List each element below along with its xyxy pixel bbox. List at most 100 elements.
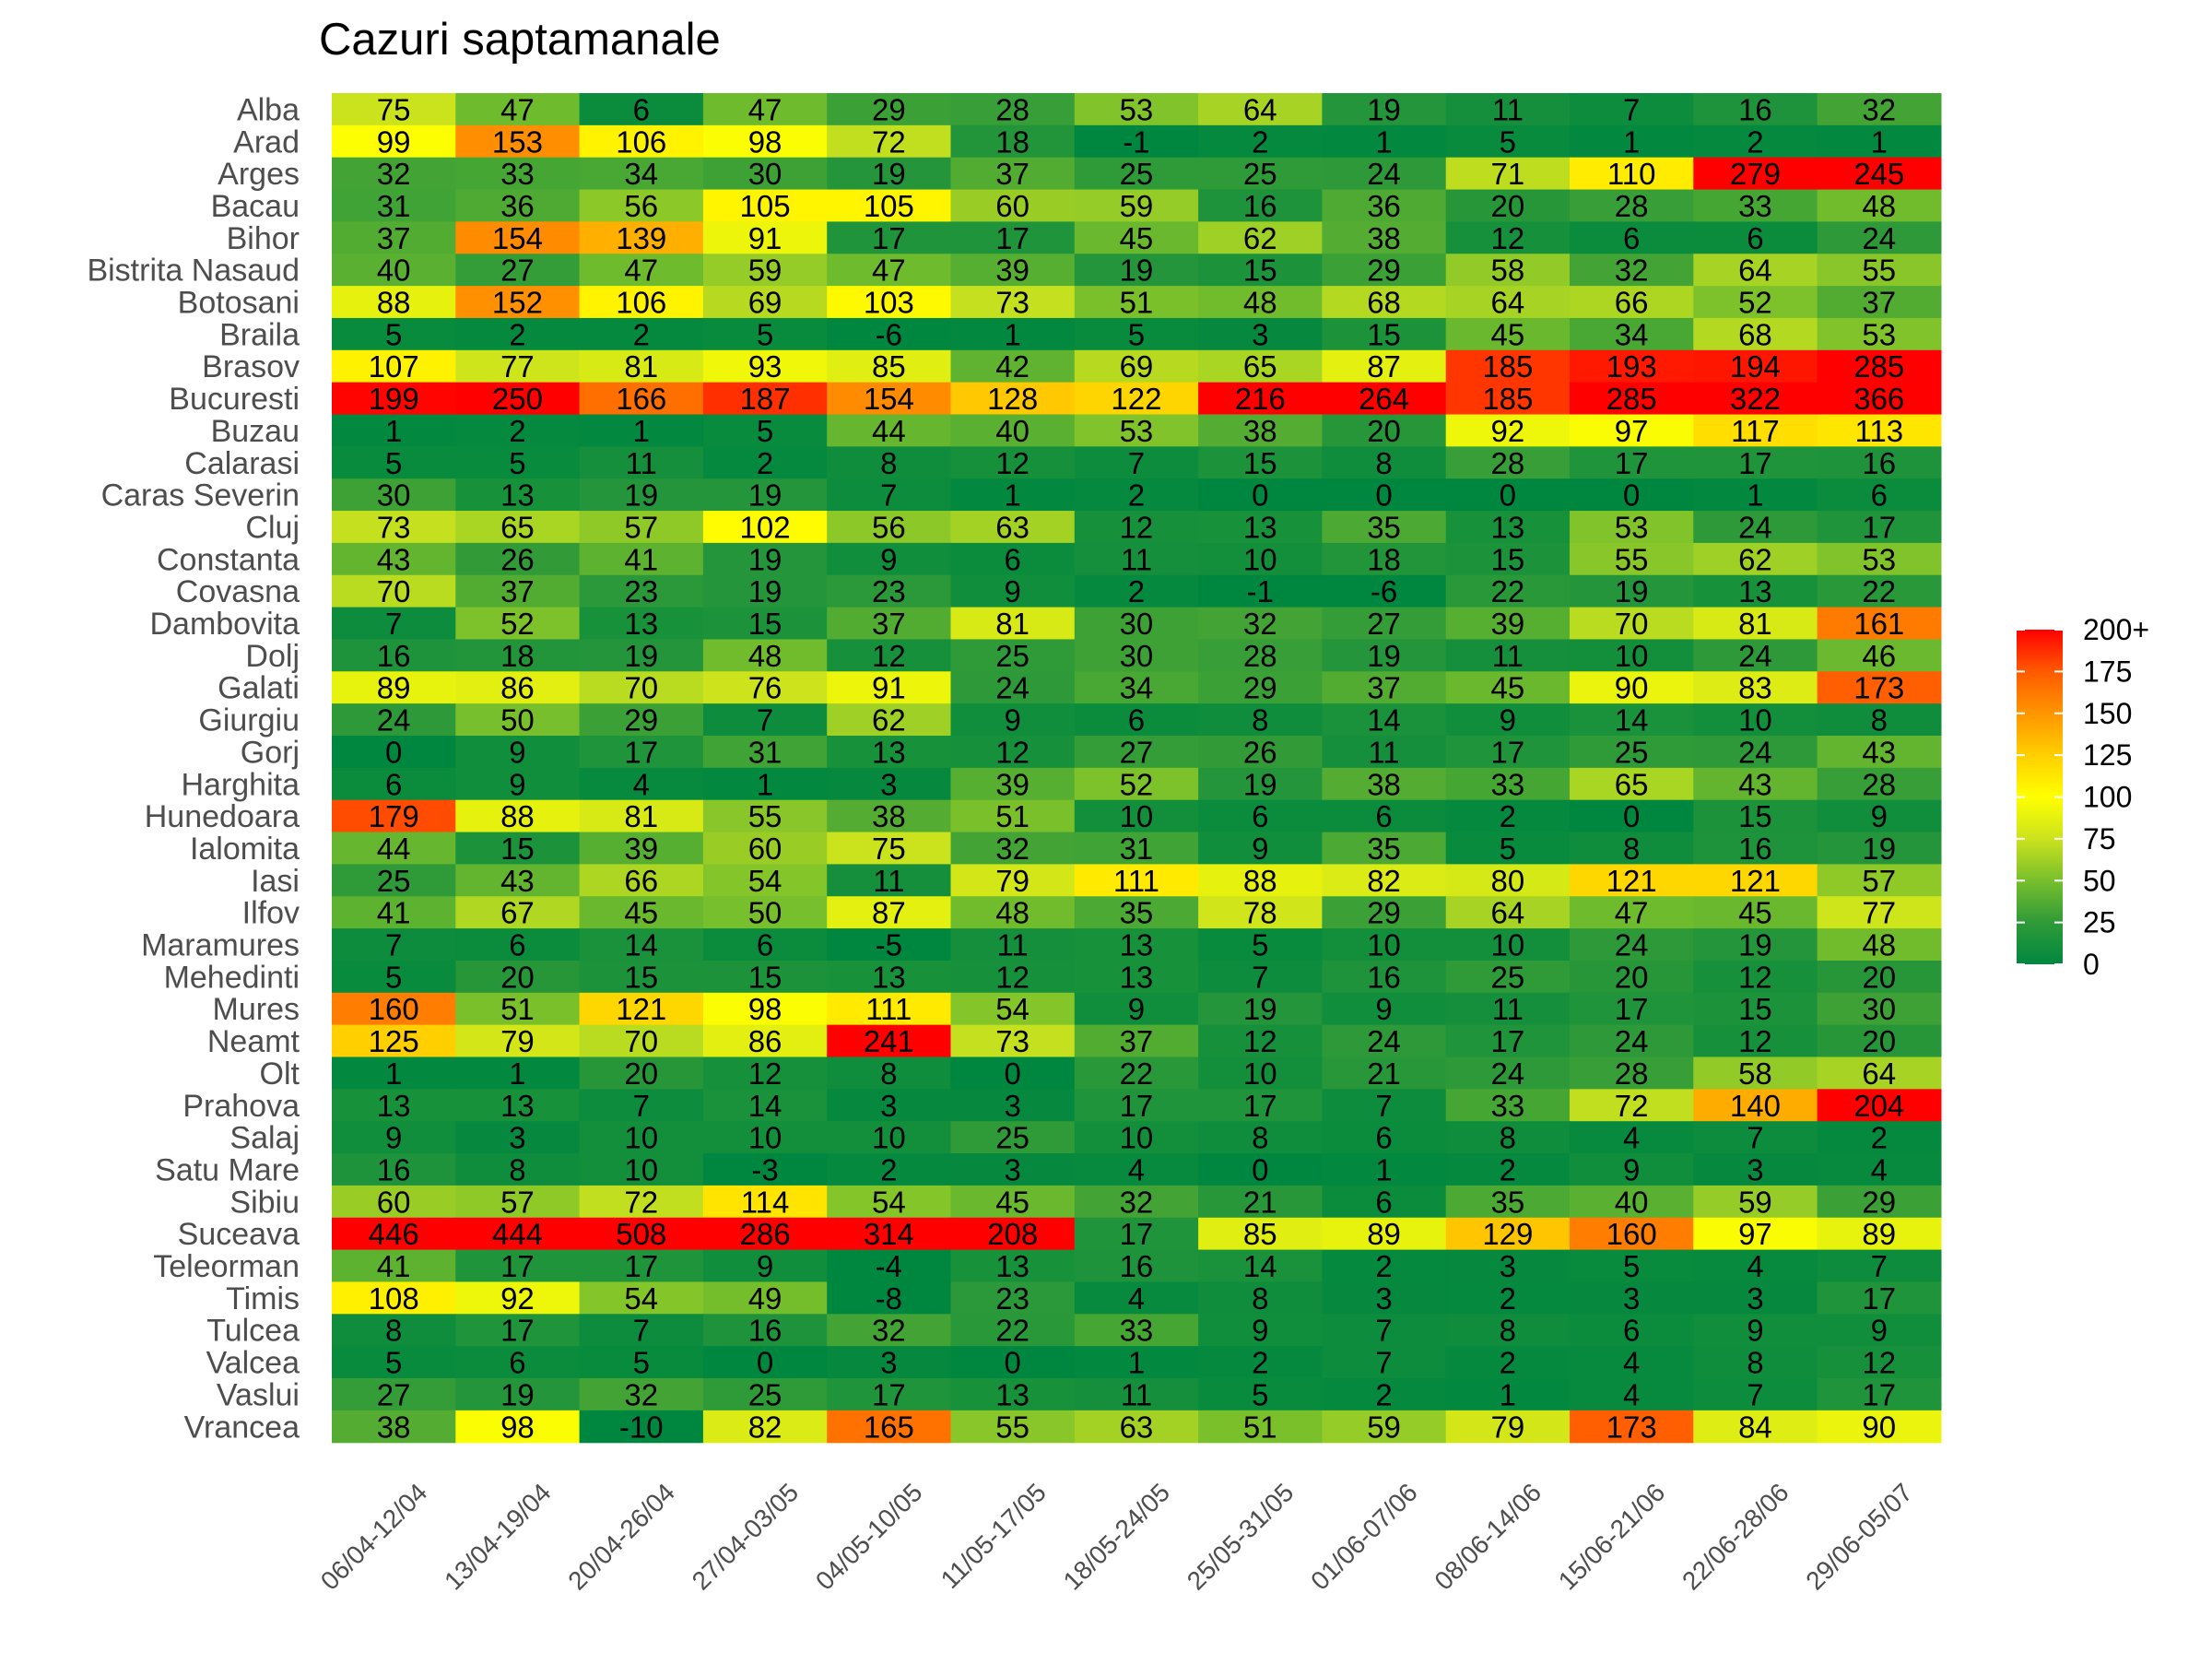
- cell-value-label: 17: [1490, 1024, 1524, 1058]
- heatmap-cell: [455, 1089, 581, 1122]
- cell-value-label: 27: [377, 1377, 411, 1411]
- cell-value-label: 11: [1492, 992, 1524, 1026]
- heatmap-cell: [827, 896, 952, 929]
- cell-value-label: 63: [995, 510, 1030, 544]
- y-tick-label: Calarasi: [184, 446, 300, 481]
- cell-value-label: 27: [1367, 607, 1401, 641]
- heatmap-cell: [827, 1217, 952, 1251]
- heatmap-cell: [702, 1121, 828, 1154]
- heatmap-cell: [1074, 1089, 1199, 1122]
- cell-value-label: 33: [500, 157, 535, 191]
- cell-value-label: 59: [1738, 1185, 1772, 1219]
- heatmap-cell: [1198, 478, 1323, 512]
- heatmap-cell: [1693, 1410, 1818, 1444]
- heatmap-cell: [1817, 928, 1942, 962]
- heatmap-cell: [1074, 607, 1199, 641]
- heatmap-cell: [827, 414, 952, 447]
- cell-value-label: 241: [864, 1024, 914, 1058]
- heatmap-cell: [579, 478, 704, 512]
- cell-value-label: 70: [1615, 607, 1649, 641]
- cell-value-label: 4: [1128, 1281, 1145, 1316]
- cell-value-label: 19: [624, 639, 658, 673]
- cell-value-label: 1: [385, 414, 402, 448]
- heatmap-cell: [1817, 221, 1942, 254]
- cell-value-label: 8: [1623, 832, 1640, 866]
- cell-value-label: 35: [1367, 510, 1401, 544]
- heatmap-cell: [579, 832, 704, 865]
- heatmap-cell: [1693, 896, 1818, 929]
- cell-value-label: 54: [872, 1185, 906, 1219]
- cell-value-label: 446: [369, 1217, 419, 1251]
- cell-value-label: 13: [1738, 574, 1772, 608]
- heatmap-cell: [455, 799, 581, 833]
- heatmap-cell: [1570, 446, 1694, 479]
- heatmap-cell: [702, 317, 828, 351]
- cell-value-label: 2: [1871, 1121, 1888, 1155]
- heatmap-cell: [1693, 1249, 1818, 1283]
- cell-value-label: 79: [500, 1024, 535, 1058]
- cell-value-label: 91: [748, 221, 782, 255]
- heatmap-cell: [1817, 960, 1942, 994]
- heatmap-cell: [1198, 286, 1323, 319]
- cell-value-label: 60: [377, 1185, 411, 1219]
- heatmap-cell: [455, 542, 581, 576]
- y-tick-label: Arges: [218, 157, 300, 192]
- heatmap-cell: [332, 1410, 456, 1444]
- heatmap-cell: [827, 960, 952, 994]
- cell-value-label: 3: [1500, 1249, 1516, 1283]
- heatmap-cell: [1198, 799, 1323, 833]
- heatmap-cell: [1570, 286, 1694, 319]
- heatmap-cell: [332, 511, 456, 544]
- chart-title: Cazuri saptamanale: [319, 15, 721, 65]
- cell-value-label: 45: [1738, 896, 1772, 930]
- heatmap-cell: [1570, 1024, 1694, 1058]
- heatmap-cell: [702, 1346, 828, 1379]
- heatmap-cell: [1445, 639, 1571, 672]
- heatmap-cell: [702, 607, 828, 641]
- heatmap-cell: [1445, 1121, 1571, 1154]
- cell-value-label: 17: [872, 221, 906, 255]
- y-tick-label: Mures: [213, 992, 300, 1027]
- heatmap-cell: [1074, 1217, 1199, 1251]
- heatmap-cell: [1198, 1024, 1323, 1058]
- cell-value-label: 15: [1738, 992, 1772, 1026]
- cell-value-label: 53: [1120, 92, 1154, 126]
- heatmap-cell: [1445, 1281, 1571, 1315]
- cell-value-label: 37: [500, 574, 535, 608]
- heatmap-cell: [455, 703, 581, 737]
- heatmap-cell: [1198, 221, 1323, 254]
- heatmap-cell: [1570, 992, 1694, 1026]
- cell-value-label: 24: [1738, 510, 1772, 544]
- heatmap-cell: [1198, 1185, 1323, 1219]
- heatmap-cell: [579, 799, 704, 833]
- x-tick-label: 15/06-21/06: [1553, 1478, 1671, 1596]
- heatmap-cell: [455, 1121, 581, 1154]
- cell-value-label: 102: [740, 510, 791, 544]
- cell-value-label: 16: [377, 639, 411, 673]
- heatmap-cell: [1198, 124, 1323, 159]
- cell-value-label: 57: [624, 510, 658, 544]
- cell-value-label: 9: [1871, 799, 1888, 833]
- heatmap-cell: [579, 607, 704, 641]
- cell-value-label: 79: [1490, 1410, 1524, 1444]
- cell-value-label: 40: [995, 414, 1030, 448]
- cell-value-label: 7: [1623, 92, 1640, 126]
- heatmap-cell: [827, 639, 952, 672]
- cell-value-label: 2: [1375, 1377, 1392, 1411]
- heatmap-cell: [332, 832, 456, 865]
- heatmap-cell: [1693, 928, 1818, 962]
- heatmap-cell: [332, 896, 456, 929]
- heatmap-cell: [579, 960, 704, 994]
- heatmap-cell: [1570, 157, 1694, 191]
- cell-value-label: 66: [624, 864, 658, 898]
- heatmap-cell: [950, 607, 1076, 641]
- heatmap-cell: [950, 1089, 1076, 1122]
- heatmap-cell: [1198, 736, 1323, 769]
- heatmap-cell: [332, 414, 456, 447]
- heatmap-cell: [455, 382, 581, 416]
- heatmap-cell: [579, 864, 704, 897]
- cell-value-label: 2: [1500, 1152, 1516, 1186]
- heatmap-cell: [1074, 189, 1199, 222]
- heatmap-cell: [1693, 1314, 1818, 1347]
- heatmap-cell: [1074, 221, 1199, 254]
